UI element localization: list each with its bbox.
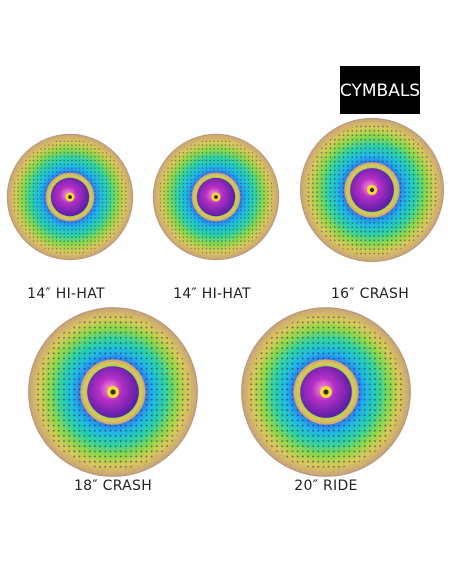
cymbal <box>6 133 134 261</box>
badge-box <box>340 66 420 114</box>
cymbal <box>28 307 198 477</box>
cymbal-label: 16″ CRASH <box>331 286 409 302</box>
cymbal <box>299 117 445 263</box>
badge-text: CYMBALS <box>340 81 420 101</box>
cymbal-label: 14″ HI-HAT <box>173 286 251 302</box>
cymbal-label: 18″ CRASH <box>74 478 152 494</box>
cymbal <box>152 133 280 261</box>
cymbal-label: 20″ RIDE <box>294 478 357 494</box>
cymbal-label: 14″ HI-HAT <box>27 286 105 302</box>
cymbal <box>241 307 411 477</box>
